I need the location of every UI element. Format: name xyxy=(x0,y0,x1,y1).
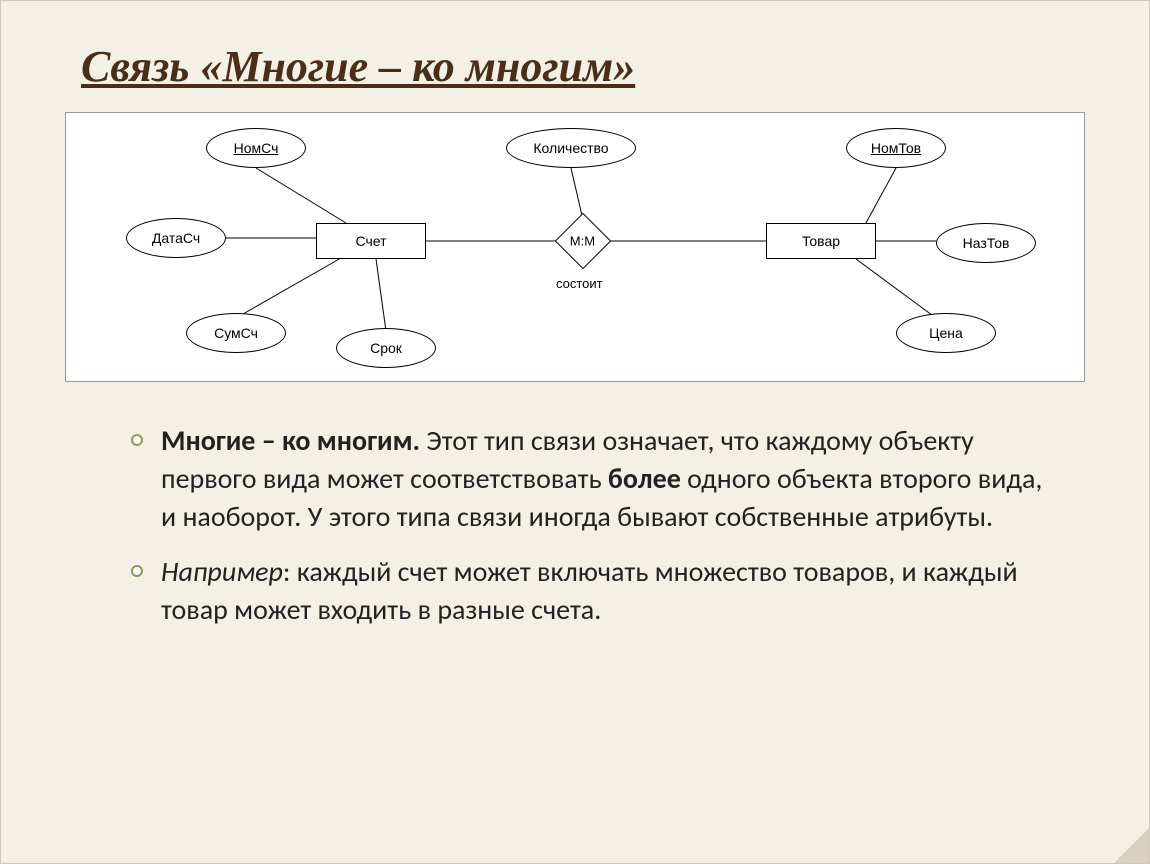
attribute-kol: Количество xyxy=(506,128,636,168)
attribute-nomsch: НомСч xyxy=(206,128,306,168)
bullet-text: Например: каждый счет может включать мно… xyxy=(161,553,1049,629)
entity-schet: Счет xyxy=(316,223,426,259)
attribute-nomtov: НомТов xyxy=(846,128,946,168)
slide-title: Связь «Многие – ко многим» xyxy=(61,41,1089,92)
er-diagram: Счет Товар М:М состоит НомСч ДатаСч СумСч Срок К… xyxy=(65,112,1085,382)
bullet-text: Многие – ко многим. Этот тип связи означ… xyxy=(161,422,1049,535)
bullet-marker-icon xyxy=(131,565,143,577)
entity-tovar: Товар xyxy=(766,223,876,259)
relationship-caption: состоит xyxy=(556,276,603,291)
attribute-datasch: ДатаСч xyxy=(126,218,226,258)
bullet-item-0: Многие – ко многим. Этот тип связи означ… xyxy=(131,422,1049,535)
bullet-item-1: Например: каждый счет может включать мно… xyxy=(131,553,1049,629)
attribute-sumsch: СумСч xyxy=(186,313,286,353)
attribute-naztov: НазТов xyxy=(936,223,1036,263)
bullet-marker-icon xyxy=(131,434,143,446)
relationship-diamond: М:М xyxy=(555,213,612,270)
attribute-cena: Цена xyxy=(896,313,996,353)
corner-fold xyxy=(1114,828,1149,863)
content-area: Многие – ко многим. Этот тип связи означ… xyxy=(61,412,1089,629)
attribute-srok: Срок xyxy=(336,328,436,368)
